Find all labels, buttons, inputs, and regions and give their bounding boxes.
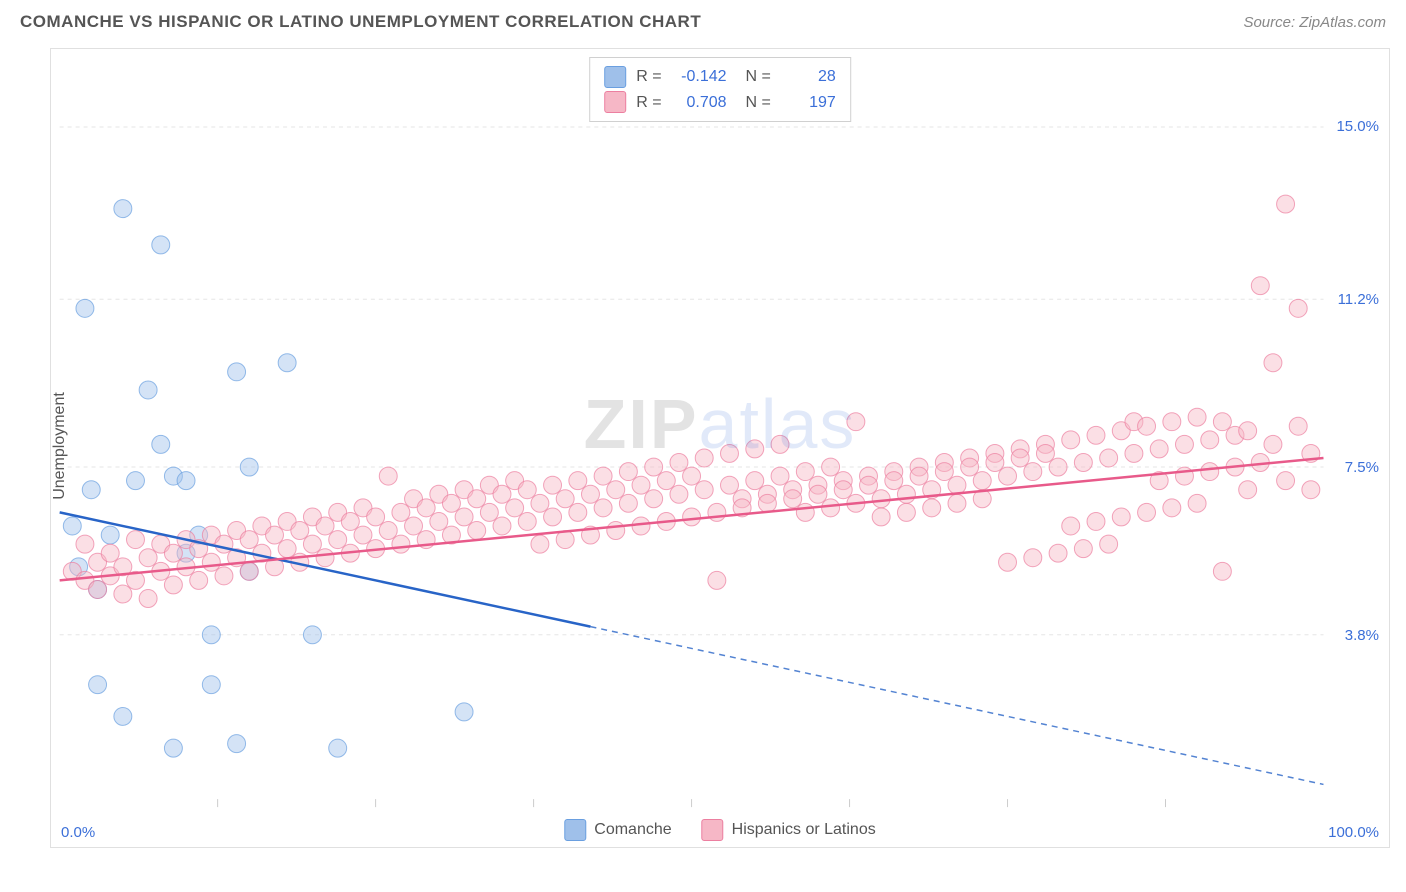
chart-source: Source: ZipAtlas.com bbox=[1243, 14, 1386, 31]
legend-swatch-1 bbox=[604, 91, 626, 113]
legend-bottom-label-1: Hispanics or Latinos bbox=[732, 821, 876, 839]
legend-stats-row-1: R = 0.708 N = 197 bbox=[604, 90, 836, 116]
plot-svg bbox=[51, 49, 1389, 847]
legend-bottom-label-0: Comanche bbox=[594, 821, 671, 839]
legend-bottom-swatch-0 bbox=[564, 819, 586, 841]
chart-title: COMANCHE VS HISPANIC OR LATINO UNEMPLOYM… bbox=[20, 12, 701, 32]
stat-n-value-1: 197 bbox=[781, 90, 836, 116]
legend-bottom-item-0: Comanche bbox=[564, 819, 671, 841]
stat-n-label: N = bbox=[737, 64, 771, 90]
legend-bottom-item-1: Hispanics or Latinos bbox=[702, 819, 876, 841]
legend-bottom: Comanche Hispanics or Latinos bbox=[564, 819, 875, 841]
stat-r-label: R = bbox=[636, 90, 661, 116]
stat-n-label: N = bbox=[737, 90, 771, 116]
legend-swatch-0 bbox=[604, 66, 626, 88]
legend-stats: R = -0.142 N = 28 R = 0.708 N = 197 bbox=[589, 57, 851, 122]
stat-r-value-1: 0.708 bbox=[672, 90, 727, 116]
stat-n-value-0: 28 bbox=[781, 64, 836, 90]
legend-stats-row-0: R = -0.142 N = 28 bbox=[604, 64, 836, 90]
stat-r-value-0: -0.142 bbox=[672, 64, 727, 90]
chart-header: COMANCHE VS HISPANIC OR LATINO UNEMPLOYM… bbox=[0, 0, 1406, 40]
chart-container: ZIPatlas R = -0.142 N = 28 R = 0.708 N =… bbox=[50, 48, 1390, 848]
legend-bottom-swatch-1 bbox=[702, 819, 724, 841]
stat-r-label: R = bbox=[636, 64, 661, 90]
